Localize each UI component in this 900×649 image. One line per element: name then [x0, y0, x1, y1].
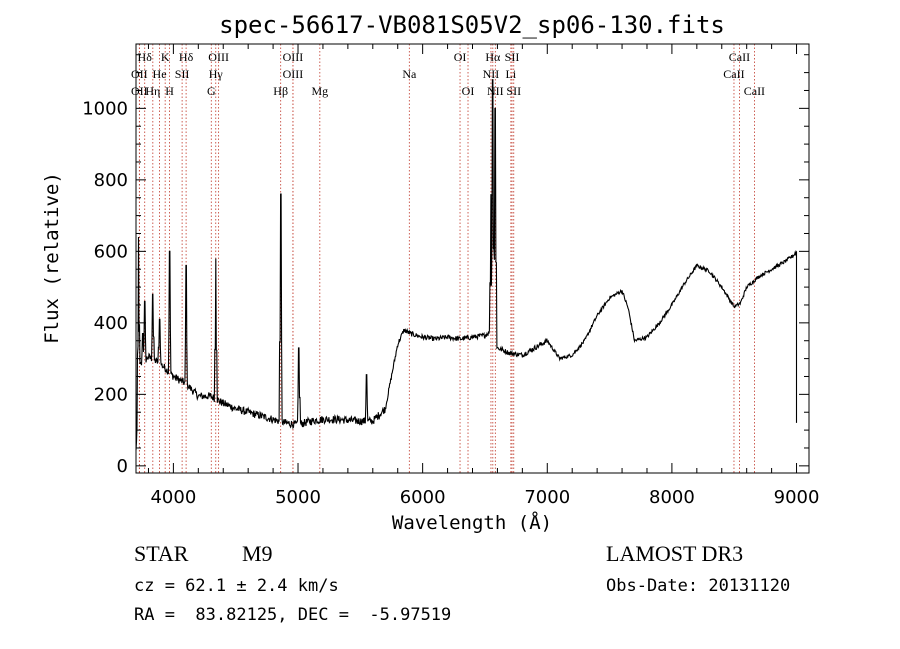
redshift-line: cz = 62.1 ± 2.4 km/s	[134, 576, 339, 596]
spectral-line-label: SII	[175, 67, 190, 81]
y-tick-label: 400	[94, 313, 128, 334]
plot-frame	[135, 43, 810, 474]
survey-label: LAMOST DR3	[606, 541, 743, 566]
spectral-line-label: OIII	[283, 50, 304, 64]
spectral-line-label: OIII	[283, 67, 304, 81]
spectral-line-label: Mg	[311, 84, 328, 98]
x-axis-label: Wavelength (Å)	[392, 511, 552, 534]
x-axis-ticks: 4000 5000 6000 7000 8000 9000	[147, 44, 820, 508]
spectral-line-label: K	[161, 50, 170, 64]
spectrum-series-line	[135, 79, 798, 451]
y-tick-label: 800	[94, 170, 128, 191]
y-axis-ticks: 0 200 400 600 800 1000	[82, 54, 809, 477]
x-tick-label: 7000	[524, 487, 570, 508]
spectral-line-label: Hα	[485, 50, 501, 64]
spectral-line-label: NII	[487, 84, 504, 98]
star-type-label: STAR	[134, 541, 189, 566]
x-tick-label: 6000	[400, 487, 446, 508]
y-tick-label: 0	[117, 456, 128, 477]
spectral-line-label: Na	[402, 67, 417, 81]
spectral-line-label: OI	[454, 50, 467, 64]
spectral-line-label: Hγ	[209, 67, 224, 81]
spectral-line-label: OII	[131, 84, 148, 98]
spectral-line-label: CaII	[744, 84, 765, 98]
spectral-line-label: G	[207, 84, 216, 98]
spectral-line-label: SII	[506, 84, 521, 98]
y-tick-label: 1000	[82, 98, 128, 119]
x-tick-label: 4000	[150, 487, 196, 508]
spectral-line-label: SII	[505, 50, 520, 64]
y-axis-label: Flux (relative)	[41, 172, 63, 344]
x-tick-label: 5000	[275, 487, 321, 508]
subclass-label: M9	[242, 541, 273, 566]
spectral-line-label: H	[165, 84, 174, 98]
spectral-line-label: Hδ	[138, 50, 153, 64]
spectral-line-label: NII	[483, 67, 500, 81]
spectral-line-label: Hη	[145, 84, 160, 98]
spectral-line-label: CaII	[723, 67, 744, 81]
spectral-line-label: OI	[462, 84, 475, 98]
y-tick-label: 200	[94, 384, 128, 405]
spectral-line-label: CaII	[729, 50, 750, 64]
obs-date-line: Obs-Date: 20131120	[606, 576, 790, 596]
spectral-line-label: OIII	[208, 50, 229, 64]
spectral-line-label: Hβ	[273, 84, 288, 98]
spectral-line-label: He	[153, 67, 167, 81]
chart-title: spec-56617-VB081S05V2_sp06-130.fits	[219, 11, 725, 39]
spectral-line-label: Hδ	[179, 50, 194, 64]
spectral-line-label: OII	[131, 67, 148, 81]
x-tick-label: 8000	[649, 487, 695, 508]
y-tick-label: 600	[94, 241, 128, 262]
spectral-line-label: Li	[506, 67, 517, 81]
x-tick-label: 9000	[774, 487, 820, 508]
coordinates-line: RA = 83.82125, DEC = -5.97519	[134, 605, 451, 625]
